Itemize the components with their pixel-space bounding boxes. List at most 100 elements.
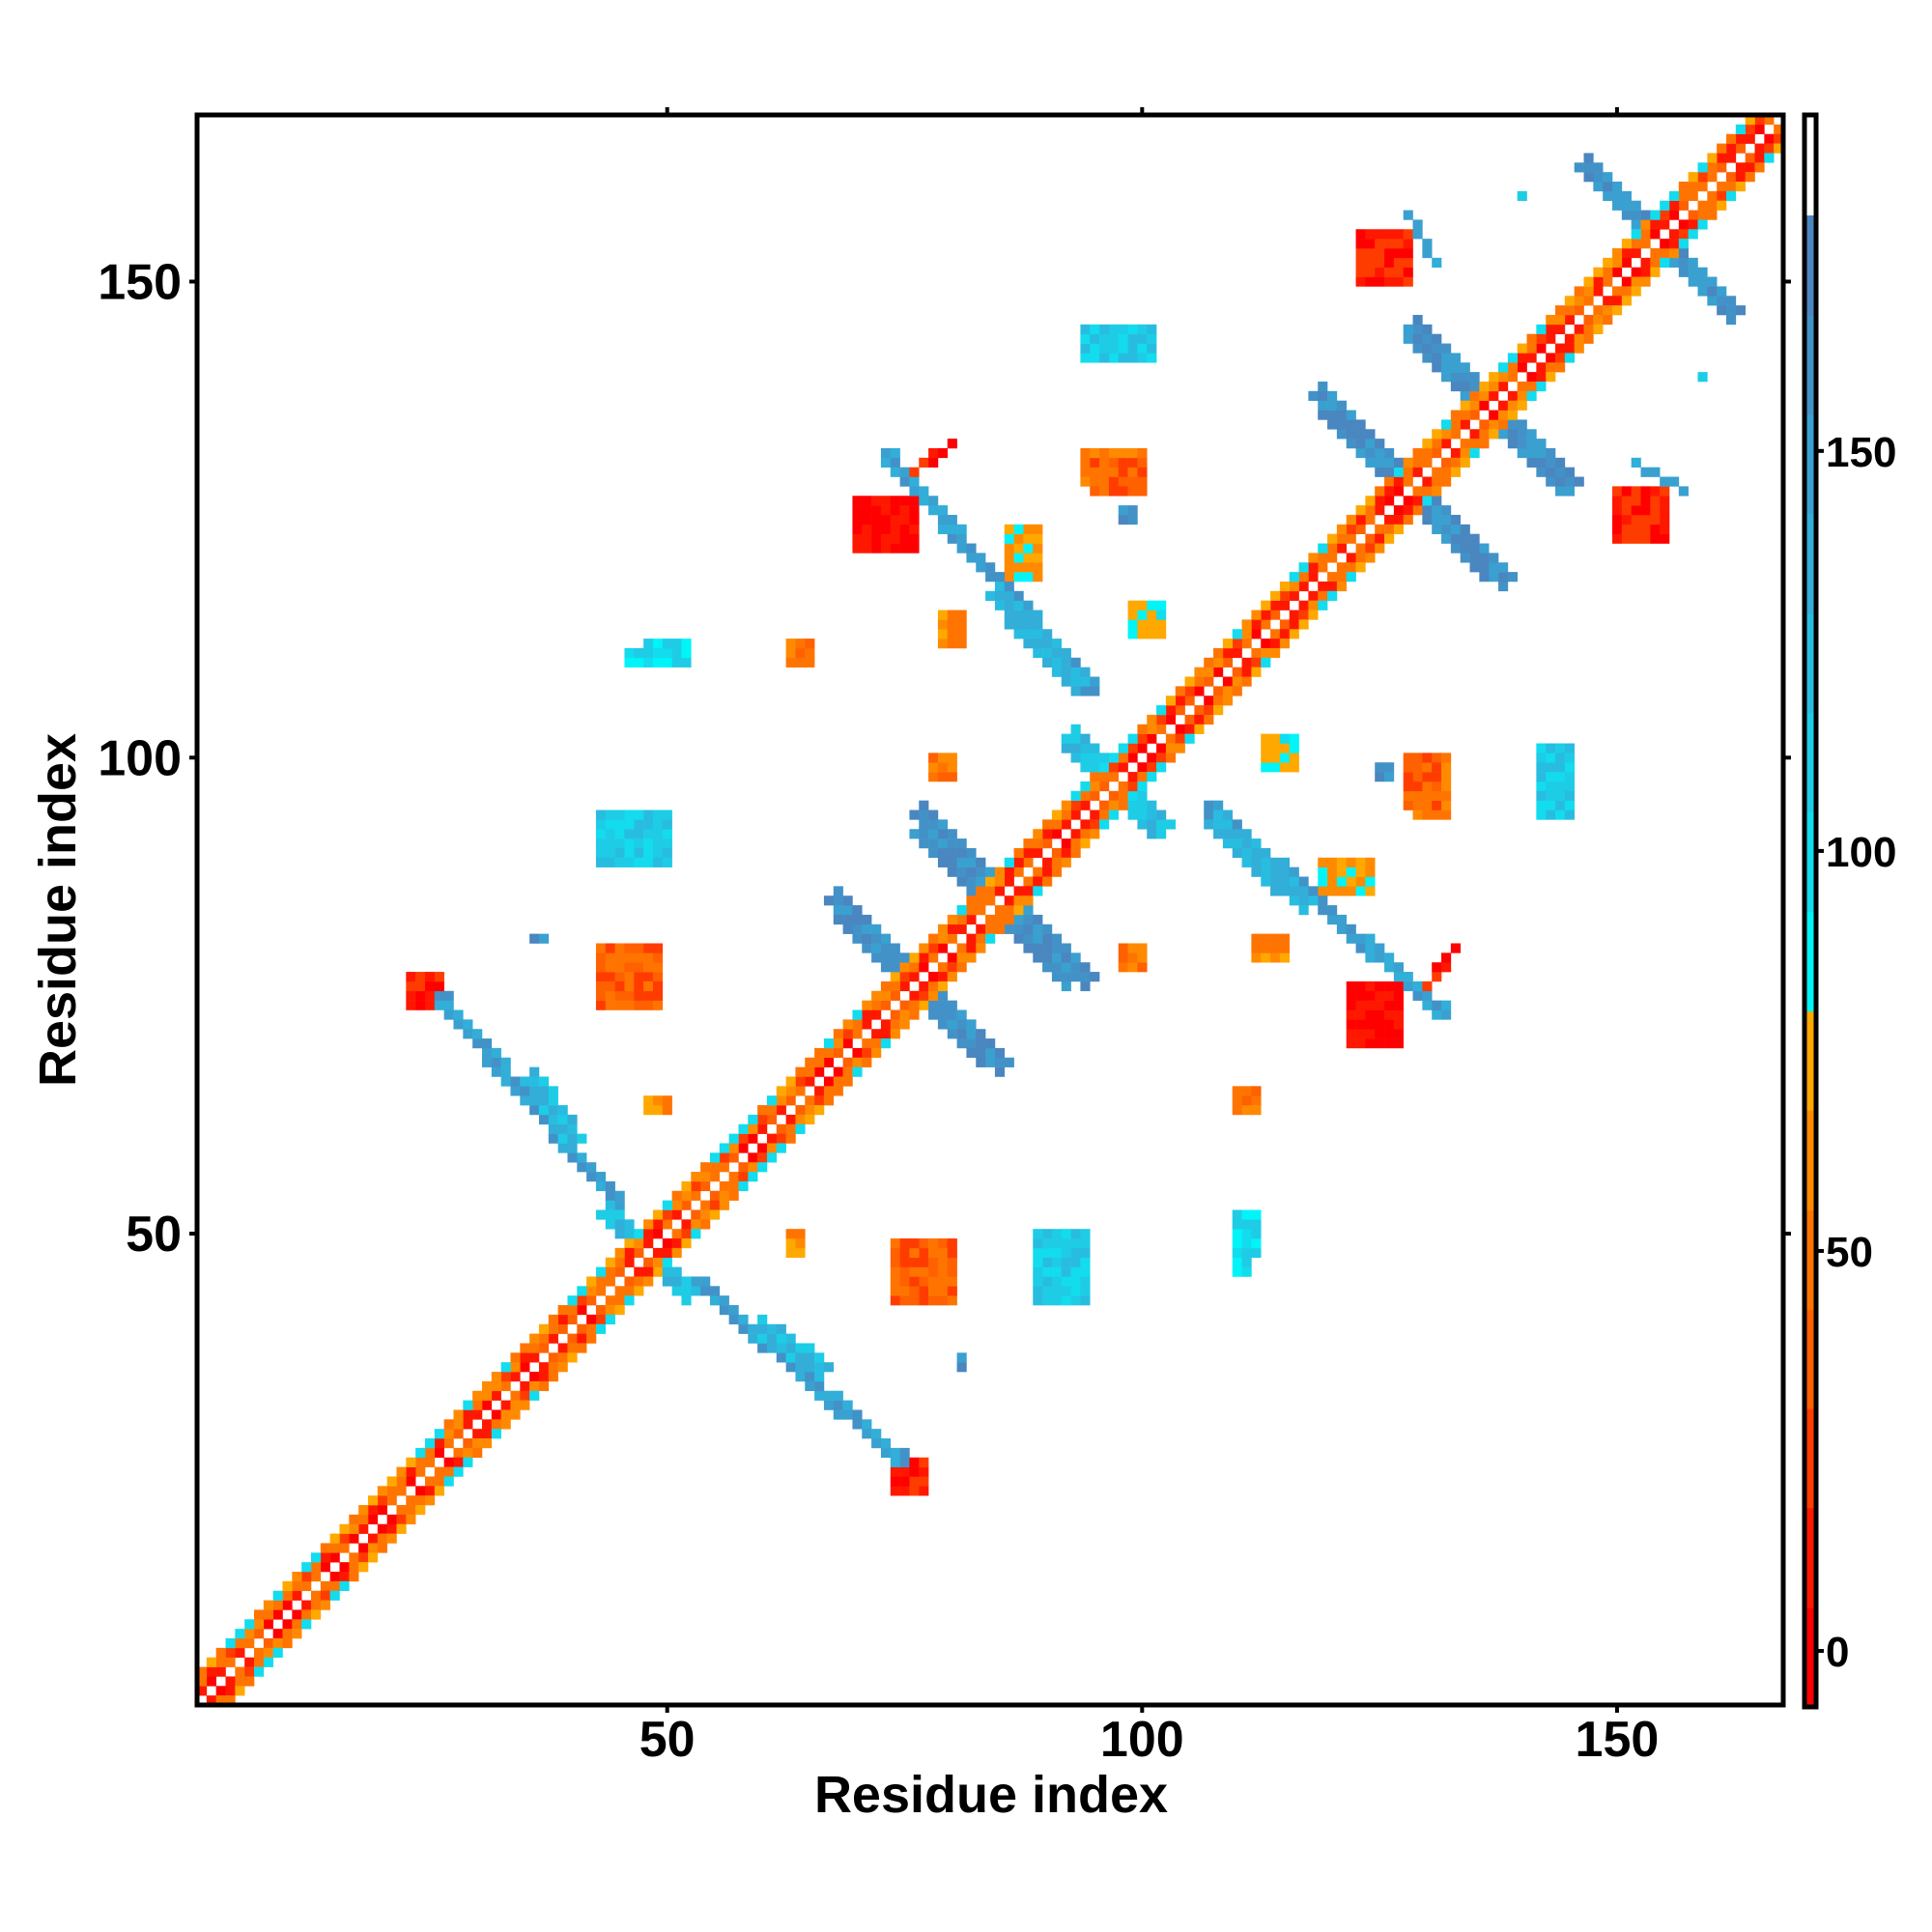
heatmap-cell [1432, 476, 1442, 487]
heatmap-cell [292, 1580, 302, 1592]
heatmap-cell [1640, 239, 1651, 249]
heatmap-cell [1412, 980, 1423, 992]
heatmap-cell [614, 1266, 625, 1277]
heatmap-cell [814, 1095, 825, 1106]
heatmap-cell [662, 829, 672, 839]
heatmap-cell [1384, 496, 1395, 506]
heatmap-cell [1498, 381, 1509, 392]
heatmap-cell [1156, 753, 1167, 763]
heatmap-cell [1080, 972, 1091, 982]
heatmap-cell [1517, 190, 1527, 202]
heatmap-cell [956, 923, 967, 934]
heatmap-cell [681, 1286, 692, 1296]
heatmap-cell [1033, 1247, 1043, 1259]
heatmap-cell [1327, 410, 1338, 420]
heatmap-cell [1574, 305, 1584, 316]
heatmap-cell [1555, 486, 1566, 497]
heatmap-cell [1099, 333, 1110, 344]
heatmap-cell [1536, 743, 1547, 753]
heatmap-cell [947, 962, 957, 973]
heatmap-cell [577, 1286, 587, 1296]
heatmap-cell [862, 496, 872, 506]
heatmap-cell [1241, 1095, 1252, 1106]
heatmap-cell [937, 524, 949, 534]
heatmap-cell [671, 1190, 682, 1201]
heatmap-cell [928, 496, 939, 506]
heatmap-cell [424, 1486, 436, 1496]
heatmap-cell [671, 639, 682, 649]
heatmap-cell [614, 962, 625, 973]
heatmap-cell [805, 1076, 815, 1087]
heatmap-cell [1660, 505, 1670, 516]
heatmap-cell [614, 1247, 625, 1259]
heatmap-cell [624, 980, 635, 992]
heatmap-cell [1042, 857, 1053, 867]
heatmap-cell [1517, 362, 1527, 373]
heatmap-cell [909, 505, 920, 516]
heatmap-cell [1355, 886, 1366, 896]
heatmap-cell [1147, 733, 1157, 744]
heatmap-cell [1507, 429, 1518, 440]
heatmap-cell [1298, 886, 1309, 896]
colorbar-band [1804, 1408, 1816, 1509]
heatmap-cell [1735, 143, 1746, 154]
heatmap-cell [1289, 619, 1299, 630]
heatmap-cell [909, 1486, 920, 1496]
heatmap-cell [586, 1314, 597, 1325]
heatmap-cell [577, 1295, 587, 1306]
heatmap-cell [586, 1162, 597, 1173]
heatmap-cell [643, 952, 654, 963]
heatmap-cell [1099, 800, 1110, 810]
heatmap-cell [1393, 276, 1405, 287]
heatmap-cell [1137, 952, 1148, 963]
heatmap-cell [1517, 381, 1527, 392]
heatmap-cell [966, 1029, 977, 1039]
heatmap-cell [728, 1133, 739, 1144]
heatmap-cell [1108, 486, 1120, 497]
heatmap-cell [1232, 1219, 1242, 1230]
heatmap-cell [377, 1495, 387, 1506]
heatmap-cell [862, 1057, 872, 1067]
colorbar-band [1804, 1110, 1816, 1211]
heatmap-cell [1745, 115, 1755, 126]
heatmap-cell [614, 1200, 625, 1210]
heatmap-cell [1422, 476, 1433, 487]
heatmap-cell [605, 819, 615, 830]
heatmap-cell [481, 1380, 493, 1392]
heatmap-cell [386, 1523, 397, 1534]
heatmap-cell [937, 1019, 949, 1030]
heatmap-cell [1489, 562, 1499, 573]
heatmap-cell [272, 1590, 283, 1601]
heatmap-cell [852, 1409, 863, 1420]
heatmap-cell [1298, 610, 1309, 620]
heatmap-cell [748, 1133, 758, 1144]
heatmap-cell [1241, 639, 1252, 649]
heatmap-cell [434, 1000, 444, 1010]
heatmap-cell [1412, 457, 1423, 468]
heatmap-cell [728, 1305, 739, 1316]
heatmap-cell [719, 1162, 729, 1173]
heatmap-cell [577, 1133, 587, 1144]
heatmap-cell [605, 980, 615, 992]
heatmap-cell [463, 1400, 473, 1410]
heatmap-cell [1023, 524, 1034, 534]
heatmap-cell [1232, 639, 1242, 649]
heatmap-cell [1612, 190, 1623, 202]
heatmap-cell [1384, 1009, 1395, 1020]
heatmap-cell [928, 847, 939, 859]
heatmap-cell [1393, 524, 1405, 534]
heatmap-cell [852, 533, 863, 544]
heatmap-cell [1355, 980, 1366, 992]
heatmap-cell [1289, 590, 1299, 601]
heatmap-cell [785, 1114, 796, 1125]
heatmap-cell [899, 467, 910, 477]
heatmap-cell [1336, 923, 1348, 934]
heatmap-cell [1640, 467, 1651, 477]
heatmap-cell [1555, 781, 1566, 792]
heatmap-cell [928, 457, 939, 468]
heatmap-cell [1355, 857, 1366, 867]
heatmap-cell [1612, 267, 1623, 277]
heatmap-cell [529, 933, 540, 944]
heatmap-cell [491, 1057, 501, 1067]
heatmap-cell [919, 1000, 929, 1010]
